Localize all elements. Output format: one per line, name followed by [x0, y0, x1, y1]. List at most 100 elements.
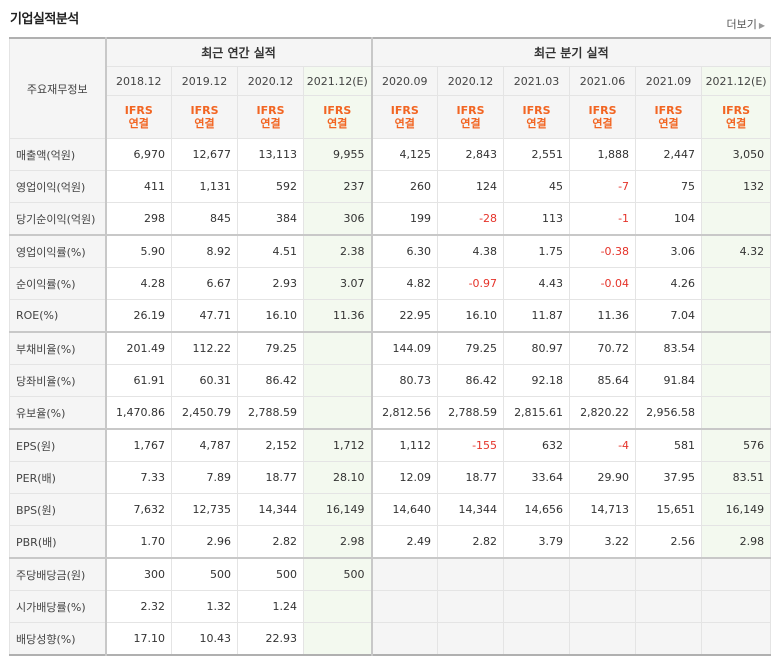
section-title: 기업실적분석	[10, 12, 79, 27]
table-cell: 199	[371, 202, 439, 236]
table-cell: 11.36	[302, 299, 373, 333]
table-cell: -0.38	[569, 234, 637, 268]
table-cell: 1,131	[171, 170, 238, 203]
table-row: 부채비율(%) 201.49 112.22 79.25 144.09 79.25 80.97…	[9, 331, 772, 365]
table-cell: 37.95	[635, 461, 703, 494]
table-cell: 4.38	[437, 234, 505, 268]
financial-table: 주요재무정보 최근 연간 실적 최근 분기 실적 2018.12 2019.12 2…	[9, 37, 772, 656]
table-cell: 2,820.22	[569, 396, 637, 430]
table-cell: 14,344	[237, 493, 304, 526]
period-header: 2020.12	[237, 66, 304, 96]
table-cell: 2,551	[503, 138, 571, 171]
table-row: 영업이익(억원) 411 1,131 592 237 260 124 45 -7 75 132	[9, 170, 772, 203]
table-cell: 2.96	[171, 525, 238, 559]
table-cell: -1	[569, 202, 637, 236]
period-header: 2020.09	[371, 66, 439, 96]
chevron-right-icon: ▶	[758, 21, 765, 30]
table-cell: 18.77	[237, 461, 304, 494]
table-cell	[701, 267, 772, 300]
table-cell: 13,113	[237, 138, 304, 171]
ifrs-top: IFRS	[323, 104, 352, 117]
table-cell: 3.07	[302, 267, 373, 300]
table-cell	[503, 557, 571, 591]
table-cell: -7	[569, 170, 637, 203]
ifrs-bottom: 연결	[394, 117, 415, 130]
row-label: 당기순이익(억원)	[9, 202, 107, 236]
table-cell	[701, 622, 772, 656]
table-cell: 4,125	[371, 138, 439, 171]
table-cell: 12.09	[371, 461, 439, 494]
ifrs-bottom: 연결	[194, 117, 215, 130]
row-label: PER(배)	[9, 461, 107, 494]
table-cell: 237	[302, 170, 373, 203]
table-cell: 80.97	[503, 331, 571, 365]
table-row: 배당성향(%) 17.10 10.43 22.93	[9, 622, 772, 656]
table-cell	[635, 622, 703, 656]
ifrs-label: IFRS 연결	[171, 95, 238, 139]
table-cell: 384	[237, 202, 304, 236]
table-cell: 4.43	[503, 267, 571, 300]
table-cell: 500	[171, 557, 238, 591]
ifrs-label: IFRS 연결	[569, 95, 637, 139]
row-label: ROE(%)	[9, 299, 107, 333]
table-cell: 22.95	[371, 299, 439, 333]
ifrs-bottom: 연결	[725, 117, 747, 130]
table-cell: 3.22	[569, 525, 637, 559]
ifrs-top: IFRS	[456, 104, 485, 117]
table-cell	[371, 622, 439, 656]
table-cell: 7.04	[635, 299, 703, 333]
table-cell	[302, 364, 373, 397]
table-cell: 1,767	[105, 428, 172, 462]
ifrs-label: IFRS 연결	[701, 95, 772, 139]
period-header: 2019.12	[171, 66, 238, 96]
table-cell: 1.24	[237, 590, 304, 623]
table-cell: 1.75	[503, 234, 571, 268]
table-cell: 75	[635, 170, 703, 203]
table-cell: 2.98	[701, 525, 772, 559]
table-cell: 2.98	[302, 525, 373, 559]
table-cell: 83.54	[635, 331, 703, 365]
table-cell	[635, 590, 703, 623]
table-cell	[503, 590, 571, 623]
table-cell: 2.82	[437, 525, 505, 559]
table-cell: 2.82	[237, 525, 304, 559]
table-row: 유보율(%) 1,470.86 2,450.79 2,788.59 2,812.56 2,…	[9, 396, 772, 430]
table-cell: 500	[237, 557, 304, 591]
more-link[interactable]: 더보기 ▶	[726, 16, 765, 32]
table-row: PBR(배) 1.70 2.96 2.82 2.98 2.49 2.82 3.79 3.22 2.…	[9, 525, 772, 559]
table-row: 주당배당금(원) 300 500 500 500	[9, 557, 772, 591]
table-cell: 2,812.56	[371, 396, 439, 430]
table-cell: 2,450.79	[171, 396, 238, 430]
table-cell: 70.72	[569, 331, 637, 365]
table-cell: 2.93	[237, 267, 304, 300]
table-cell: 4.28	[105, 267, 172, 300]
table-row: 시가배당률(%) 2.32 1.32 1.24	[9, 590, 772, 623]
table-cell	[371, 557, 439, 591]
table-cell: 16,149	[701, 493, 772, 526]
table-cell: 79.25	[237, 331, 304, 365]
table-cell	[701, 590, 772, 623]
ifrs-label: IFRS 연결	[105, 95, 172, 139]
table-cell: 2.49	[371, 525, 439, 559]
ifrs-top: IFRS	[390, 104, 419, 117]
table-cell: 306	[302, 202, 373, 236]
table-cell: 9,955	[302, 138, 373, 171]
table-cell: 1,112	[371, 428, 439, 462]
table-cell: 2,152	[237, 428, 304, 462]
table-cell	[701, 331, 772, 365]
table-cell: 2.38	[302, 234, 373, 268]
table-cell: 144.09	[371, 331, 439, 365]
table-cell: 6,970	[105, 138, 172, 171]
table-cell: 124	[437, 170, 505, 203]
table-cell	[371, 590, 439, 623]
ifrs-top: IFRS	[588, 104, 617, 117]
table-cell: 33.64	[503, 461, 571, 494]
table-cell	[569, 590, 637, 623]
ifrs-top: IFRS	[256, 104, 285, 117]
row-label: PBR(배)	[9, 525, 107, 559]
table-cell: 91.84	[635, 364, 703, 397]
table-cell: 4,787	[171, 428, 238, 462]
row-label: 배당성향(%)	[9, 622, 107, 656]
table-cell: -28	[437, 202, 505, 236]
table-cell: 2,447	[635, 138, 703, 171]
